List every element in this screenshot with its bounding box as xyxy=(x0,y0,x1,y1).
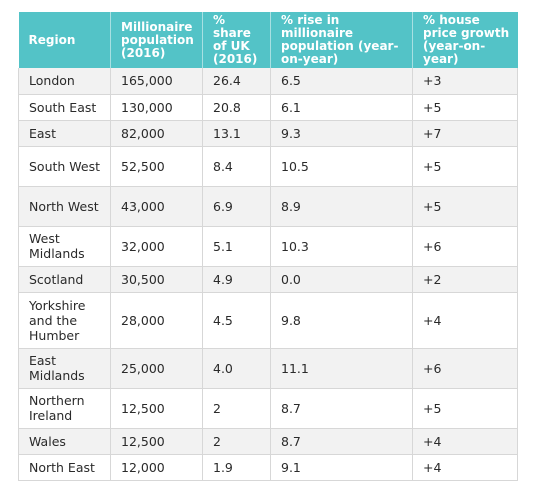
region-cell: East Midlands xyxy=(18,348,111,389)
table-row: West Midlands 32,000 5.1 10.3 +6 xyxy=(18,226,518,267)
house-price-growth-cell: +7 xyxy=(412,120,518,147)
column-header-share-of-uk: % share of UK (2016) xyxy=(202,12,271,68)
table-row: East 82,000 13.1 9.3 +7 xyxy=(18,120,518,147)
house-price-growth-cell: +3 xyxy=(412,68,518,95)
rise-cell: 8.9 xyxy=(270,186,413,227)
house-price-growth-cell: +4 xyxy=(412,454,518,481)
share-of-uk-cell: 13.1 xyxy=(202,120,271,147)
millionaire-population-cell: 28,000 xyxy=(110,292,203,349)
rise-cell: 9.1 xyxy=(270,454,413,481)
millionaire-population-cell: 30,500 xyxy=(110,266,203,293)
house-price-growth-cell: +6 xyxy=(412,348,518,389)
millionaire-table-container: Region Millionaire population (2016) % s… xyxy=(18,12,518,481)
table-row: Northern Ireland 12,500 2 8.7 +5 xyxy=(18,388,518,429)
region-cell: Scotland xyxy=(18,266,111,293)
column-header-millionaire-population: Millionaire population (2016) xyxy=(110,12,203,68)
millionaire-population-cell: 165,000 xyxy=(110,68,203,95)
millionaire-table: Region Millionaire population (2016) % s… xyxy=(18,12,518,481)
table-header-row: Region Millionaire population (2016) % s… xyxy=(18,12,518,68)
millionaire-population-cell: 52,500 xyxy=(110,146,203,187)
table-body: London 165,000 26.4 6.5 +3 South East 130,000 2… xyxy=(18,68,518,481)
house-price-growth-cell: +2 xyxy=(412,266,518,293)
share-of-uk-cell: 1.9 xyxy=(202,454,271,481)
millionaire-population-cell: 12,000 xyxy=(110,454,203,481)
table-row: Wales 12,500 2 8.7 +4 xyxy=(18,428,518,455)
rise-cell: 8.7 xyxy=(270,428,413,455)
house-price-growth-cell: +5 xyxy=(412,388,518,429)
region-cell: Wales xyxy=(18,428,111,455)
rise-cell: 11.1 xyxy=(270,348,413,389)
millionaire-population-cell: 43,000 xyxy=(110,186,203,227)
table-row: Scotland 30,500 4.9 0.0 +2 xyxy=(18,266,518,293)
rise-cell: 8.7 xyxy=(270,388,413,429)
table-row: South East 130,000 20.8 6.1 +5 xyxy=(18,94,518,121)
house-price-growth-cell: +6 xyxy=(412,226,518,267)
column-header-house-price-growth: % house price growth (year-on-year) xyxy=(412,12,518,68)
house-price-growth-cell: +5 xyxy=(412,146,518,187)
table-row: North East 12,000 1.9 9.1 +4 xyxy=(18,454,518,481)
share-of-uk-cell: 2 xyxy=(202,388,271,429)
millionaire-population-cell: 82,000 xyxy=(110,120,203,147)
region-cell: Northern Ireland xyxy=(18,388,111,429)
share-of-uk-cell: 2 xyxy=(202,428,271,455)
region-cell: North East xyxy=(18,454,111,481)
millionaire-population-cell: 25,000 xyxy=(110,348,203,389)
region-cell: South West xyxy=(18,146,111,187)
share-of-uk-cell: 5.1 xyxy=(202,226,271,267)
house-price-growth-cell: +5 xyxy=(412,94,518,121)
rise-cell: 10.3 xyxy=(270,226,413,267)
region-cell: West Midlands xyxy=(18,226,111,267)
millionaire-population-cell: 12,500 xyxy=(110,388,203,429)
house-price-growth-cell: +5 xyxy=(412,186,518,227)
rise-cell: 6.1 xyxy=(270,94,413,121)
millionaire-population-cell: 130,000 xyxy=(110,94,203,121)
table-row: East Midlands 25,000 4.0 11.1 +6 xyxy=(18,348,518,389)
share-of-uk-cell: 4.9 xyxy=(202,266,271,293)
region-cell: South East xyxy=(18,94,111,121)
column-header-region: Region xyxy=(18,12,111,68)
millionaire-population-cell: 32,000 xyxy=(110,226,203,267)
millionaire-population-cell: 12,500 xyxy=(110,428,203,455)
share-of-uk-cell: 26.4 xyxy=(202,68,271,95)
rise-cell: 0.0 xyxy=(270,266,413,293)
share-of-uk-cell: 4.5 xyxy=(202,292,271,349)
table-row: North West 43,000 6.9 8.9 +5 xyxy=(18,186,518,227)
region-cell: East xyxy=(18,120,111,147)
rise-cell: 9.8 xyxy=(270,292,413,349)
table-row: South West 52,500 8.4 10.5 +5 xyxy=(18,146,518,187)
house-price-growth-cell: +4 xyxy=(412,292,518,349)
region-cell: Yorkshire and the Humber xyxy=(18,292,111,349)
table-row: Yorkshire and the Humber 28,000 4.5 9.8 +4 xyxy=(18,292,518,349)
share-of-uk-cell: 8.4 xyxy=(202,146,271,187)
share-of-uk-cell: 4.0 xyxy=(202,348,271,389)
table-row: London 165,000 26.4 6.5 +3 xyxy=(18,68,518,95)
rise-cell: 10.5 xyxy=(270,146,413,187)
region-cell: London xyxy=(18,68,111,95)
share-of-uk-cell: 20.8 xyxy=(202,94,271,121)
share-of-uk-cell: 6.9 xyxy=(202,186,271,227)
house-price-growth-cell: +4 xyxy=(412,428,518,455)
rise-cell: 9.3 xyxy=(270,120,413,147)
rise-cell: 6.5 xyxy=(270,68,413,95)
region-cell: North West xyxy=(18,186,111,227)
column-header-rise-in-millionaires: % rise in millionaire population (year-o… xyxy=(270,12,413,68)
